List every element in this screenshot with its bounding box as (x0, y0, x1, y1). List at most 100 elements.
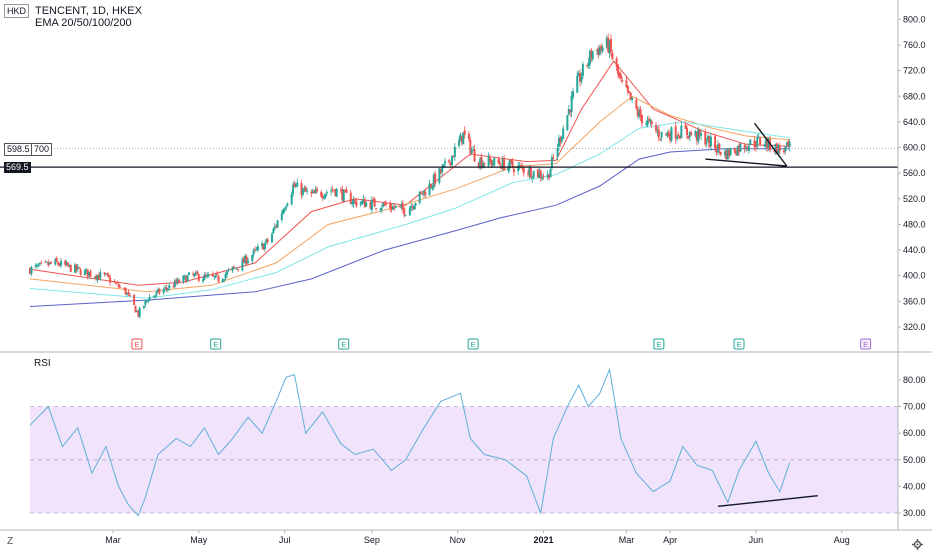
candle-body (303, 188, 306, 190)
earnings-icon[interactable]: E (210, 338, 222, 350)
earnings-icon-label[interactable]: E (471, 340, 476, 349)
candle-body (489, 158, 492, 161)
earnings-icon[interactable]: E (733, 338, 745, 350)
candle-body (690, 132, 693, 135)
candle (619, 71, 622, 82)
symbol-title[interactable]: TENCENT, 1D, HKEX (35, 5, 142, 17)
candle-body (232, 266, 235, 268)
candle (787, 139, 790, 148)
candle (600, 43, 603, 54)
ema-legend[interactable]: EMA 20/50/100/200 (35, 17, 132, 29)
earnings-icon[interactable]: E (653, 338, 665, 350)
candle (128, 293, 131, 298)
candle-body (784, 146, 787, 152)
earnings-icon-label[interactable]: E (213, 340, 218, 349)
candle (68, 264, 71, 268)
candle-body (221, 279, 224, 283)
rsi-tick-label: 60.00 (903, 428, 926, 438)
currency-badge[interactable]: HKD (4, 4, 30, 18)
candle (69, 264, 72, 273)
candle-body (541, 177, 544, 180)
time-tick-label: Aug (834, 535, 850, 545)
candle (97, 271, 100, 279)
earnings-icon-label[interactable]: E (341, 340, 346, 349)
candle (187, 271, 190, 276)
candle-body (116, 282, 119, 284)
candle-body (135, 310, 138, 312)
earnings-icon-box[interactable] (653, 338, 665, 350)
candle (715, 145, 718, 157)
candle-body (293, 183, 296, 187)
earnings-icon-box[interactable] (733, 338, 745, 350)
candle (763, 144, 766, 147)
candle (331, 185, 334, 193)
earnings-icon[interactable]: E (131, 338, 143, 350)
candle-body (657, 129, 660, 138)
candle (321, 192, 324, 202)
candle (370, 196, 373, 214)
candle-body (45, 261, 48, 263)
candle (55, 256, 58, 263)
candle-body (783, 149, 786, 153)
candle (225, 269, 228, 278)
earnings-icon[interactable]: E (467, 338, 479, 350)
earnings-icon-label[interactable]: E (656, 340, 661, 349)
candle (175, 277, 178, 285)
candle-body (296, 182, 299, 187)
candle (507, 162, 510, 174)
earnings-icon-box[interactable] (131, 338, 143, 350)
candle (390, 203, 393, 213)
candle (223, 278, 226, 283)
earnings-icon-label[interactable]: E (737, 340, 742, 349)
candle (579, 68, 582, 87)
candle (283, 207, 286, 213)
earnings-icon-label[interactable]: E (134, 340, 139, 349)
candle (784, 146, 787, 155)
triangle-upper-line[interactable] (753, 122, 788, 167)
candle-body (723, 151, 726, 156)
rsi-legend[interactable]: RSI (34, 358, 51, 369)
candle (355, 198, 358, 208)
candle-body (241, 259, 244, 271)
candle-body (352, 199, 355, 204)
earnings-icon-box[interactable] (860, 338, 872, 350)
candle (245, 254, 248, 267)
candle-body (214, 274, 217, 278)
candle (556, 143, 559, 161)
time-tick-label: Jul (279, 535, 291, 545)
settings-icon[interactable] (912, 537, 923, 550)
rsi-trendline[interactable] (717, 495, 818, 508)
candle (213, 276, 216, 281)
earnings-icon-box[interactable] (338, 338, 350, 350)
candle (176, 277, 179, 285)
candle-body (510, 159, 513, 162)
candle (636, 106, 639, 119)
candle-body (178, 280, 181, 283)
earnings-icon-box[interactable] (210, 338, 222, 350)
candle (490, 158, 493, 168)
candle (359, 201, 362, 207)
zoom-button[interactable]: Z (7, 536, 14, 547)
candle (383, 200, 386, 207)
earnings-icon-box[interactable] (467, 338, 479, 350)
earnings-icon[interactable]: E (860, 338, 872, 350)
candle (330, 187, 333, 196)
candle (401, 199, 404, 213)
candle (778, 142, 781, 155)
candle-body (369, 202, 372, 209)
candle (254, 246, 257, 253)
earnings-icon-label[interactable]: E (863, 340, 868, 349)
candle (247, 257, 250, 264)
candle (251, 254, 254, 265)
earnings-icon[interactable]: E (338, 338, 350, 350)
candle (753, 136, 756, 151)
candle-body (362, 199, 365, 202)
candle-body (99, 272, 102, 278)
ema-line-4 (29, 148, 790, 307)
candle-body (196, 271, 199, 275)
candle (581, 61, 584, 79)
candle-body (704, 132, 707, 145)
triangle-lower-line[interactable] (705, 158, 787, 167)
